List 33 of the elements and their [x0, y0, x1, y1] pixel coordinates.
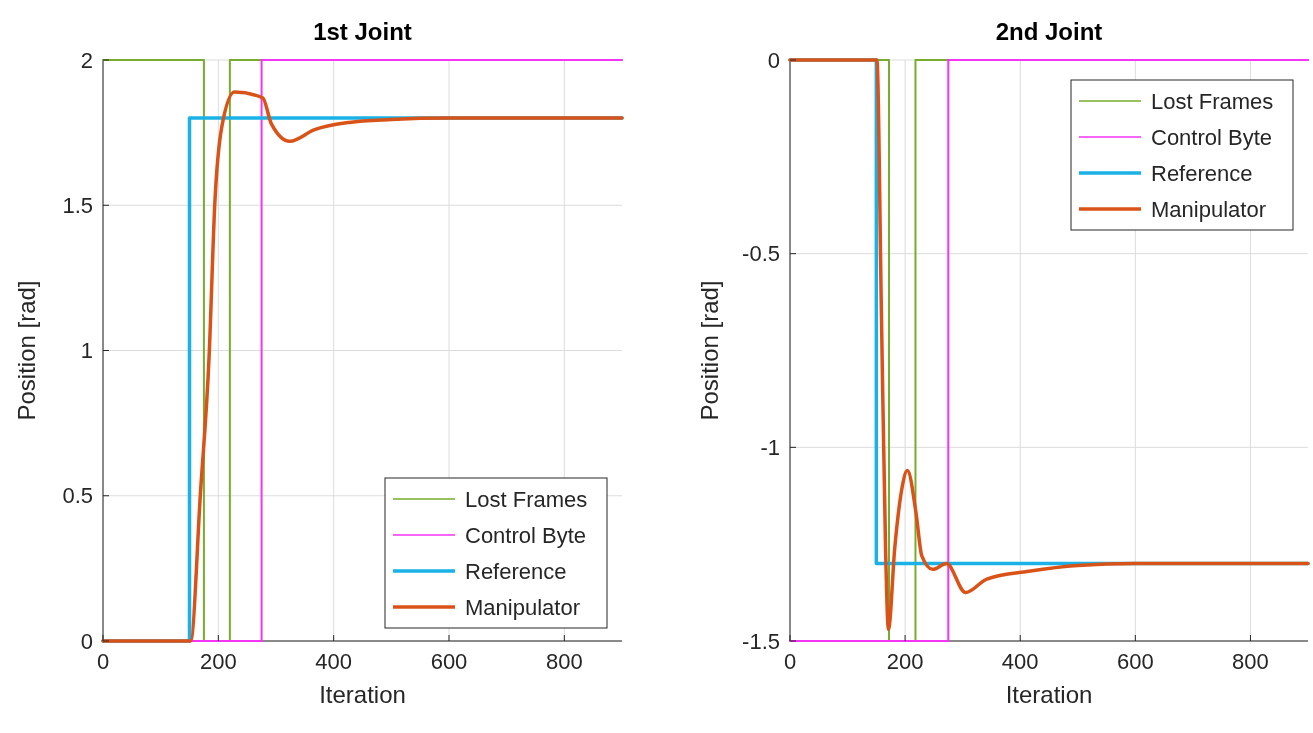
x-tick-label: 600: [1116, 649, 1154, 674]
legend-label: Control Byte: [1151, 124, 1273, 150]
x-tick-label: 0: [96, 649, 110, 674]
y-tick-label: 0.5: [62, 483, 93, 509]
y-axis-title: Position [rad]: [13, 280, 40, 421]
legend-label: Lost Frames: [465, 486, 588, 512]
x-tick-label: 200: [886, 649, 924, 674]
y-tick-label: 1: [80, 338, 93, 364]
legend-label: Manipulator: [1151, 196, 1266, 222]
x-axis-title: Iteration: [1005, 681, 1093, 708]
y-tick-label: 0: [80, 628, 93, 654]
y-tick-label: 2: [80, 47, 93, 73]
chart-title: 1st Joint: [313, 18, 412, 45]
x-tick-label: 200: [199, 649, 237, 674]
legend-label: Lost Frames: [1151, 88, 1274, 114]
y-tick-label: -1: [760, 435, 780, 461]
y-tick-label: 1.5: [62, 192, 93, 218]
y-tick-label: -1.5: [742, 628, 780, 654]
x-tick-label: 400: [1001, 649, 1039, 674]
legend-label: Reference: [1151, 160, 1253, 186]
chart-title: 2nd Joint: [995, 18, 1103, 45]
x-tick-label: 800: [545, 649, 583, 674]
x-tick-label: 0: [783, 649, 797, 674]
legend-label: Reference: [465, 558, 567, 584]
x-axis-title: Iteration: [319, 681, 406, 708]
x-tick-label: 800: [1232, 649, 1269, 674]
x-tick-label: 400: [315, 649, 353, 674]
y-tick-label: -0.5: [742, 241, 780, 267]
legend-label: Manipulator: [465, 594, 580, 620]
y-axis-title: Position [rad]: [696, 280, 723, 421]
legend-label: Control Byte: [465, 522, 587, 548]
x-tick-label: 600: [430, 649, 468, 674]
y-tick-label: 0: [767, 47, 780, 73]
